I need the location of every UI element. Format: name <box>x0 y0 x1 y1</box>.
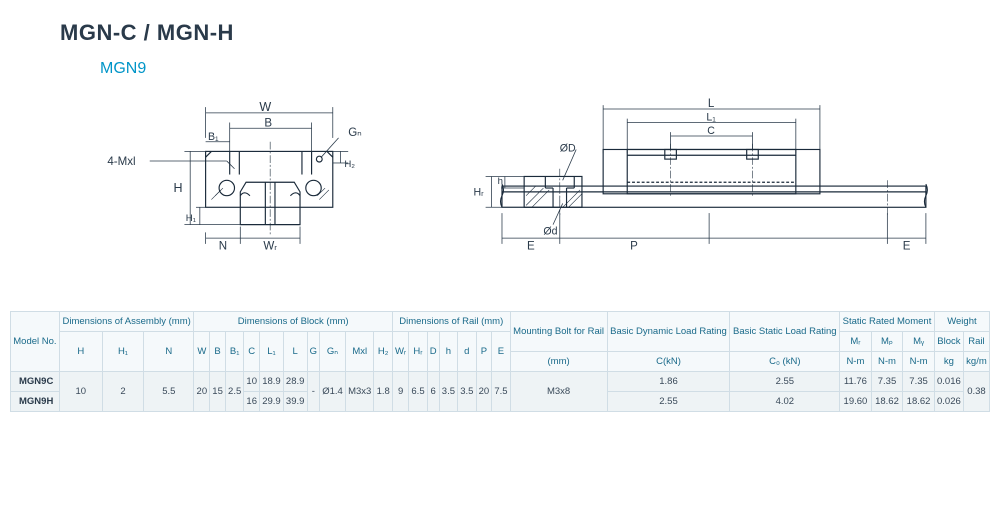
th-rail: Dimensions of Rail (mm) <box>392 312 510 332</box>
svg-text:E: E <box>527 241 535 253</box>
diagrams-row: W B B₁ Gₙ 4-Mxl <box>90 96 940 281</box>
spec-table: Model No. Dimensions of Assembly (mm) Di… <box>10 311 990 412</box>
svg-text:Wᵣ: Wᵣ <box>263 241 277 253</box>
svg-text:Hᵣ: Hᵣ <box>473 187 484 199</box>
th-weight: Weight <box>934 312 989 332</box>
svg-text:B: B <box>264 117 272 129</box>
svg-text:H₁: H₁ <box>186 213 196 224</box>
th-assembly: Dimensions of Assembly (mm) <box>59 312 194 332</box>
svg-text:h: h <box>497 176 502 187</box>
svg-text:C: C <box>707 125 715 137</box>
th-model: Model No. <box>11 312 60 372</box>
model-subtitle: MGN9 <box>100 60 940 78</box>
table-row: MGN9C 10 2 5.5 20 15 2.5 10 18.9 28.9 - … <box>11 372 990 392</box>
svg-text:ØD: ØD <box>559 142 575 154</box>
svg-text:H₂: H₂ <box>344 159 355 170</box>
svg-text:H: H <box>173 181 182 195</box>
svg-text:Ød: Ød <box>543 225 557 237</box>
svg-text:B₁: B₁ <box>208 131 219 143</box>
svg-text:N: N <box>219 241 227 253</box>
th-dyn: Basic Dynamic Load Rating <box>607 312 730 352</box>
svg-text:Gₙ: Gₙ <box>348 127 362 139</box>
svg-text:E: E <box>902 241 910 253</box>
svg-text:L: L <box>707 98 714 110</box>
th-block: Dimensions of Block (mm) <box>194 312 392 332</box>
svg-text:W: W <box>259 100 271 114</box>
th-bolt: Mounting Bolt for Rail <box>510 312 607 352</box>
page-title: MGN-C / MGN-H <box>60 20 940 46</box>
svg-text:L₁: L₁ <box>706 112 716 124</box>
th-moment: Static Rated Moment <box>840 312 935 332</box>
svg-text:4-Mxl: 4-Mxl <box>107 156 135 168</box>
side-view-diagram: L L₁ C ØD <box>449 96 940 281</box>
cross-section-diagram: W B B₁ Gₙ 4-Mxl <box>90 96 389 281</box>
svg-text:P: P <box>630 241 638 253</box>
th-stat: Basic Static Load Rating <box>730 312 840 352</box>
